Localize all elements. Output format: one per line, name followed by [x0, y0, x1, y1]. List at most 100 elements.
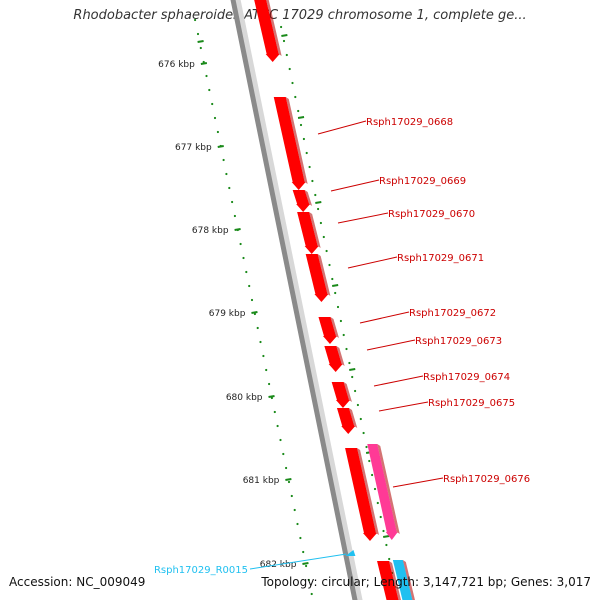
ruler-dot	[297, 109, 300, 113]
ruler-dot	[317, 207, 320, 211]
ruler-dash	[332, 284, 339, 287]
ruler-dot	[213, 116, 217, 120]
gene-label[interactable]: Rsph17029_0670	[337, 209, 475, 224]
svg-text:Rsph17029_0671: Rsph17029_0671	[397, 253, 484, 264]
feature-track[interactable]	[253, 0, 416, 600]
ruler-tick	[268, 395, 275, 398]
ruler-dash	[315, 201, 322, 204]
ruler-tick	[251, 311, 258, 314]
ruler-dot	[280, 25, 283, 29]
svg-text:Rsph17029_0673: Rsph17029_0673	[415, 336, 502, 347]
ruler-dot	[319, 221, 322, 225]
gene-arrow[interactable]	[292, 190, 313, 212]
ruler-dot	[354, 389, 357, 393]
ruler-dots-left	[194, 18, 313, 596]
svg-text:Rsph17029_0672: Rsph17029_0672	[409, 308, 496, 319]
ruler-tick-label: 681 kbp	[243, 476, 280, 486]
ruler-dot	[216, 130, 219, 134]
ruler-tick-label: 676 kbp	[158, 60, 195, 70]
ruler-dot	[328, 263, 331, 267]
ruler-dot	[233, 214, 236, 218]
ruler-tick-label: 678 kbp	[192, 226, 229, 236]
gene-label[interactable]: Rsph17029_0668	[317, 117, 453, 135]
rna-marker[interactable]	[345, 550, 356, 556]
ruler-tick	[234, 228, 241, 231]
gene-arrow[interactable]	[318, 317, 339, 344]
ruler-dash	[197, 40, 204, 43]
ruler-dot	[245, 270, 248, 274]
ruler-tick	[217, 145, 224, 148]
gene-arrow[interactable]	[305, 254, 331, 302]
gene-label[interactable]: Rsph17029_0671	[347, 253, 484, 269]
genome-title: Rhodobacter sphaeroides ATCC 17029 chrom…	[73, 8, 527, 23]
gene-arrow[interactable]	[336, 408, 358, 434]
svg-text:Rsph17029_0670: Rsph17029_0670	[388, 209, 475, 220]
ruler-dot	[228, 186, 231, 190]
ruler-dot	[291, 81, 294, 85]
genome-summary-text: Topology: circular; Length: 3,147,721 bp…	[261, 575, 591, 589]
ruler-dot	[250, 298, 254, 302]
ruler-dot	[356, 403, 359, 407]
ruler-dot	[307, 578, 310, 582]
ruler-dot	[288, 67, 291, 71]
backbone-shadow	[231, 0, 363, 600]
ruler-dot	[285, 53, 288, 57]
backbone-line	[230, 0, 358, 600]
ruler-dot	[282, 452, 285, 456]
ruler-dot	[222, 158, 225, 162]
ruler-dot	[299, 536, 302, 540]
svg-text:Rsph17029_R0015: Rsph17029_R0015	[154, 565, 248, 576]
ruler-dot	[351, 375, 354, 379]
gene-label[interactable]: Rsph17029_0676	[392, 474, 530, 488]
gene-arrow-highlight[interactable]	[367, 444, 400, 540]
ruler-dot	[368, 459, 371, 463]
gene-arrow[interactable]	[273, 97, 308, 190]
svg-text:Rsph17029_0668: Rsph17029_0668	[366, 117, 453, 128]
ruler-tick-label: 680 kbp	[226, 393, 263, 403]
ruler-dot	[296, 522, 299, 526]
gene-arrow[interactable]	[331, 382, 352, 408]
gene-label[interactable]: Rsph17029_0669	[330, 176, 466, 192]
ruler-dot	[262, 354, 265, 358]
gene-label[interactable]: Rsph17029_0672	[359, 308, 496, 324]
ruler-dot	[287, 480, 291, 484]
ruler-dot	[231, 200, 234, 204]
ruler-dot	[248, 284, 251, 288]
ruler-dot	[290, 494, 293, 498]
ruler-dot	[294, 95, 297, 99]
ruler-dot	[302, 550, 305, 554]
gene-label[interactable]: Rsph17029_0675	[378, 398, 515, 412]
ruler-dot	[359, 417, 362, 421]
ruler-dot	[342, 333, 345, 337]
gene-label[interactable]: Rsph17029_0674	[373, 372, 510, 387]
ruler-dot	[345, 347, 348, 351]
ruler-dot	[299, 123, 303, 127]
ruler-dot	[239, 242, 242, 246]
ruler-dot	[373, 487, 377, 491]
ruler-dot	[285, 466, 288, 470]
rna-label[interactable]: Rsph17029_R0015	[154, 553, 347, 576]
ruler-dot	[279, 438, 282, 442]
ruler-dot	[205, 74, 208, 78]
ruler-dot	[371, 473, 374, 477]
gene-arrow[interactable]	[297, 212, 321, 254]
ruler-dot	[265, 368, 268, 372]
ruler-dot	[302, 137, 305, 141]
ruler-dot	[325, 249, 328, 253]
gene-arrow[interactable]	[253, 0, 282, 62]
gene-label[interactable]: Rsph17029_0673	[366, 336, 502, 351]
rna-arrow[interactable]	[392, 560, 417, 600]
gene-labels[interactable]: Rsph17029_0668 Rsph17029_0669 Rsph17029_06…	[154, 117, 530, 576]
gene-arrow[interactable]	[345, 448, 379, 541]
ruler-dot	[379, 515, 382, 519]
ruler-dot	[311, 179, 314, 183]
gene-arrow[interactable]	[377, 561, 402, 600]
ruler-tick	[200, 62, 208, 65]
ruler-dot	[225, 172, 228, 176]
ruler-dot	[211, 102, 214, 106]
ruler-dot	[256, 326, 259, 330]
ruler-dot	[268, 382, 271, 386]
ruler-dot	[331, 277, 334, 281]
gene-arrow[interactable]	[324, 346, 345, 372]
